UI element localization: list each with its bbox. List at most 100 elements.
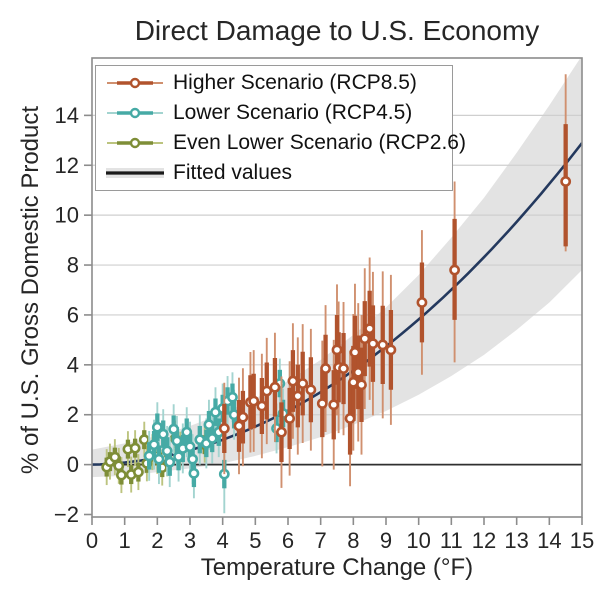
data-point xyxy=(151,421,163,433)
legend-item-rcp85: Higher Scenario (RCP8.5) xyxy=(106,69,452,98)
series-marker-swatch-icon xyxy=(107,78,163,89)
data-point xyxy=(113,460,125,472)
y-tick-label: 6 xyxy=(67,302,79,327)
legend-label: Fitted values xyxy=(173,160,293,184)
data-point xyxy=(187,453,199,465)
data-point xyxy=(356,379,367,391)
data-point xyxy=(416,297,428,308)
y-tick-label: −2 xyxy=(54,502,79,527)
legend-label: Even Lower Scenario (RCP2.6) xyxy=(173,130,466,154)
series-lower-scenario-rcp4-5- xyxy=(143,358,289,514)
data-point xyxy=(116,469,127,481)
data-point xyxy=(148,439,160,451)
data-point xyxy=(292,390,304,402)
legend-item-rcp26: Even Lower Scenario (RCP2.6) xyxy=(106,128,466,157)
x-tick-label: 10 xyxy=(406,528,430,553)
data-point xyxy=(184,441,196,453)
data-point xyxy=(206,433,218,444)
x-tick-label: 15 xyxy=(570,528,594,553)
data-point xyxy=(385,344,397,356)
x-tick-label: 12 xyxy=(472,528,496,553)
data-point xyxy=(233,420,245,432)
data-point xyxy=(316,398,328,409)
data-point xyxy=(157,428,169,440)
x-tick-label: 2 xyxy=(151,528,163,553)
plot-frame xyxy=(91,57,583,518)
data-point xyxy=(284,413,296,424)
chart-title: Direct Damage to U.S. Economy xyxy=(134,15,540,46)
legend-item-rcp45: Lower Scenario (RCP4.5) xyxy=(106,99,452,128)
data-point xyxy=(320,363,331,374)
data-point xyxy=(203,419,215,431)
legend-label: Lower Scenario (RCP4.5) xyxy=(173,101,413,125)
legend-label: Higher Scenario (RCP8.5) xyxy=(173,71,417,95)
y-tick-label: 0 xyxy=(67,452,79,477)
data-point xyxy=(560,176,572,187)
data-point xyxy=(227,391,238,403)
x-tick-label: 11 xyxy=(440,528,463,553)
series-higher-scenario-rcp8-5- xyxy=(218,74,572,488)
data-point xyxy=(129,442,141,454)
data-point xyxy=(349,346,361,358)
x-tick-label: 9 xyxy=(380,528,392,553)
data-point xyxy=(161,445,173,457)
data-point xyxy=(449,264,460,276)
x-tick-label: 5 xyxy=(249,528,261,553)
data-point xyxy=(164,456,176,468)
y-tick-label: 2 xyxy=(67,402,79,427)
data-point xyxy=(287,375,299,387)
data-point xyxy=(367,338,379,350)
data-point xyxy=(181,426,193,438)
y-axis-label: % of U.S. Gross Domestic Product xyxy=(17,105,44,475)
x-tick-label: 4 xyxy=(217,528,229,553)
data-point xyxy=(377,339,389,351)
marker-sample xyxy=(129,137,141,149)
marker-sample xyxy=(129,78,141,89)
legend-item-fit: Fitted values xyxy=(106,158,452,187)
x-tick-label: 8 xyxy=(347,528,359,553)
data-point xyxy=(269,381,281,393)
marker-sample xyxy=(129,107,141,119)
data-point xyxy=(276,426,287,438)
data-point xyxy=(338,363,349,374)
x-tick-label: 6 xyxy=(282,528,294,553)
data-point xyxy=(305,384,317,396)
y-tick-label: 4 xyxy=(67,352,79,377)
x-tick-label: 7 xyxy=(315,528,327,553)
y-tick-label: 12 xyxy=(55,153,79,178)
series-marker-swatch-icon xyxy=(107,107,163,119)
y-tick-label: 8 xyxy=(67,253,79,278)
data-point xyxy=(297,378,309,389)
data-point xyxy=(352,366,364,378)
x-tick-label: 3 xyxy=(184,528,196,553)
x-tick-label: 14 xyxy=(537,528,561,553)
series-marker-swatch-icon xyxy=(107,137,163,149)
data-point xyxy=(188,467,200,479)
data-point xyxy=(261,385,273,397)
x-tick-label: 1 xyxy=(119,528,131,553)
data-point xyxy=(171,435,183,447)
data-point xyxy=(153,453,165,465)
data-point xyxy=(248,395,260,407)
data-point xyxy=(109,451,121,463)
y-tick-label: 10 xyxy=(55,203,79,228)
data-point xyxy=(173,451,184,463)
x-axis-label: Temperature Change (°F) xyxy=(200,554,474,581)
data-point xyxy=(344,413,356,424)
data-point xyxy=(218,423,230,434)
legend-box: Higher Scenario (RCP8.5) Lower Scenario (… xyxy=(95,65,466,191)
data-point xyxy=(328,399,340,411)
data-point xyxy=(364,323,376,335)
y-tick-label: 14 xyxy=(55,103,79,128)
data-point xyxy=(143,450,155,462)
data-point xyxy=(132,466,144,478)
data-point xyxy=(359,333,371,345)
plot-inner xyxy=(92,58,582,514)
fitted-line-swatch-icon xyxy=(106,167,164,178)
data-point xyxy=(256,400,268,412)
x-tick-label: 0 xyxy=(86,528,98,553)
data-point xyxy=(168,423,180,435)
data-point xyxy=(331,344,343,356)
